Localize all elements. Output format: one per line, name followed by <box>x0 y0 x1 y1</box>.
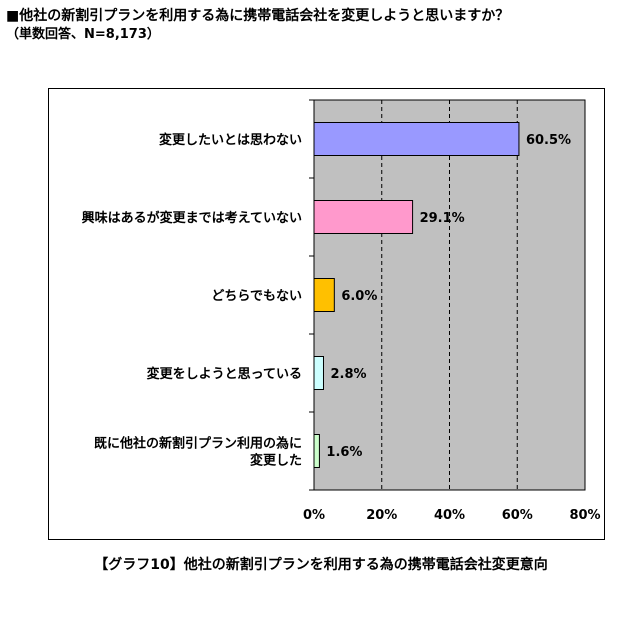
category-label: 興味はあるが変更までは考えていない <box>82 210 302 226</box>
bar <box>313 278 335 312</box>
category-label: 既に他社の新割引プラン利用の為に <box>94 436 302 452</box>
bar <box>313 434 320 468</box>
chart-title: ■他社の新割引プランを利用する為に携帯電話会社を変更しようと思いますか？ <box>6 8 510 24</box>
x-tick-label: 20% <box>366 508 397 523</box>
x-tick-label: 40% <box>434 508 465 523</box>
chart-subtitle: （単数回答、N=8,173） <box>6 27 160 42</box>
category-label: 変更した <box>250 453 302 469</box>
x-tick-label: 0% <box>303 508 325 523</box>
category-label: 変更したいとは思わない <box>159 132 302 148</box>
x-tick-label: 80% <box>569 508 600 523</box>
data-label: 2.8% <box>330 367 366 382</box>
chart-caption: 【グラフ10】他社の新割引プランを利用する為の携帯電話会社変更意向 <box>94 557 548 573</box>
data-label: 6.0% <box>341 289 377 304</box>
category-label: どちらでもない <box>211 289 302 304</box>
bar <box>313 356 324 390</box>
data-label: 1.6% <box>326 445 362 460</box>
category-label: 変更をしようと思っている <box>147 366 302 382</box>
x-tick-label: 60% <box>502 508 533 523</box>
data-label: 29.1% <box>420 211 465 226</box>
data-label: 60.5% <box>526 133 571 148</box>
bar <box>313 200 414 234</box>
bar <box>313 122 520 156</box>
